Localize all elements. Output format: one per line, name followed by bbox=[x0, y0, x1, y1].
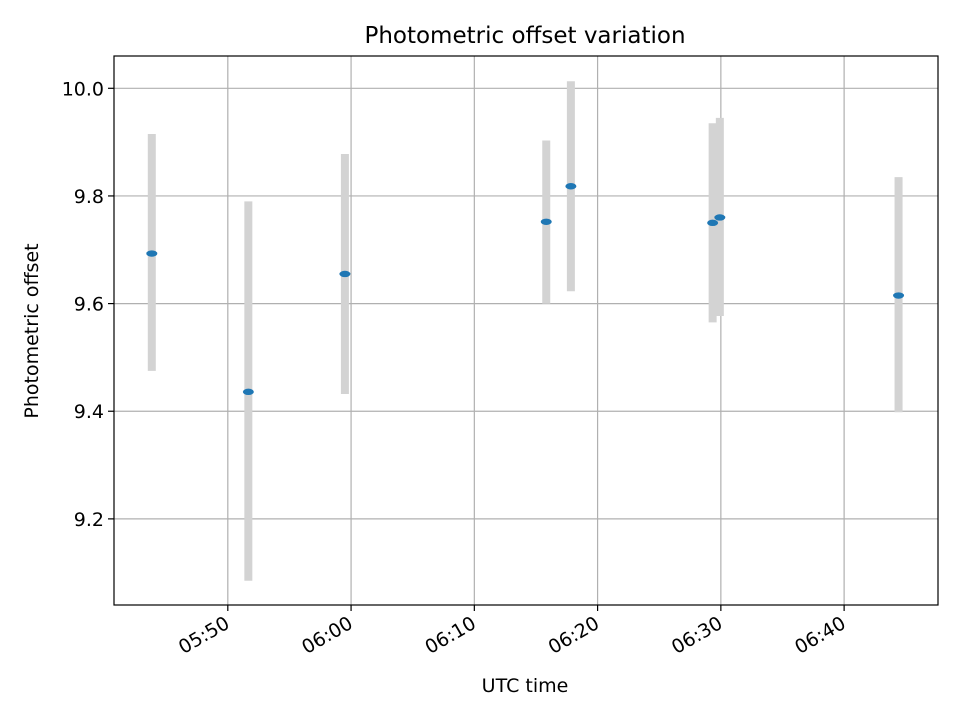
y-axis-label: Photometric offset bbox=[21, 243, 43, 418]
data-point bbox=[893, 292, 905, 299]
x-axis-label: UTC time bbox=[482, 675, 569, 697]
y-tick-label: 9.8 bbox=[74, 186, 104, 208]
y-tick-label: 9.6 bbox=[74, 294, 104, 316]
data-point bbox=[339, 270, 351, 278]
data-point bbox=[565, 183, 577, 190]
y-tick-label: 9.4 bbox=[74, 401, 104, 423]
data-point bbox=[540, 218, 552, 225]
data-point bbox=[714, 214, 726, 221]
y-tick-label: 9.2 bbox=[74, 509, 104, 531]
chart-title: Photometric offset variation bbox=[364, 23, 685, 49]
y-tick-label: 10.0 bbox=[62, 78, 104, 100]
data-points bbox=[146, 183, 905, 396]
data-point bbox=[242, 388, 254, 396]
data-point bbox=[146, 250, 158, 257]
y-axis-ticks: 9.2 9.4 9.6 9.8 10.0 bbox=[62, 78, 114, 531]
plot-frame bbox=[113, 55, 939, 606]
data-point bbox=[707, 219, 719, 227]
